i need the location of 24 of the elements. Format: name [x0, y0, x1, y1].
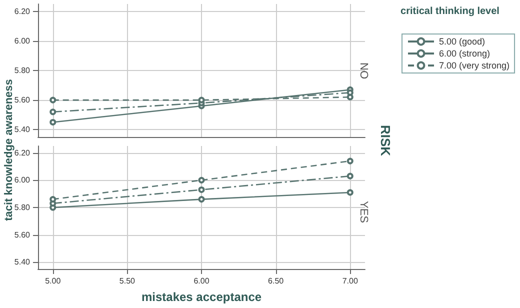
text: RISK: [378, 125, 393, 156]
y-tick-label: 5.40: [14, 125, 31, 134]
y-tick-label: 6.00: [14, 176, 31, 185]
y-tick-label: 6.20: [14, 6, 31, 16]
legend-label: 7.00 (very strong): [439, 60, 510, 70]
y-tick-label: 6.20: [14, 148, 31, 158]
legend-label: 6.00 (strong): [439, 48, 490, 58]
y-tick-label: 5.80: [14, 203, 31, 212]
x-tick-label: 7.00: [342, 276, 358, 286]
y-tick-label: 5.60: [14, 230, 31, 240]
y-tick-label: 5.60: [14, 96, 31, 105]
x-axis-title: mistakes acceptance: [141, 290, 262, 304]
legend-title: critical thinking level: [400, 6, 500, 17]
x-tick-label: 6.00: [194, 276, 210, 286]
y-axis-title: tacit knowledge awareness: [3, 79, 15, 221]
y-tick-label: 6.00: [14, 36, 31, 46]
x-tick-label: 5.50: [119, 276, 136, 286]
legend-label: 5.00 (good): [439, 36, 486, 46]
x-tick-label: 6.50: [268, 276, 284, 286]
x-tick-label: 5.00: [45, 276, 62, 286]
annotation: NO: [358, 62, 370, 80]
y-tick-label: 5.40: [14, 258, 31, 267]
annotation: YES: [358, 201, 370, 224]
y-tick-label: 5.80: [14, 66, 31, 75]
